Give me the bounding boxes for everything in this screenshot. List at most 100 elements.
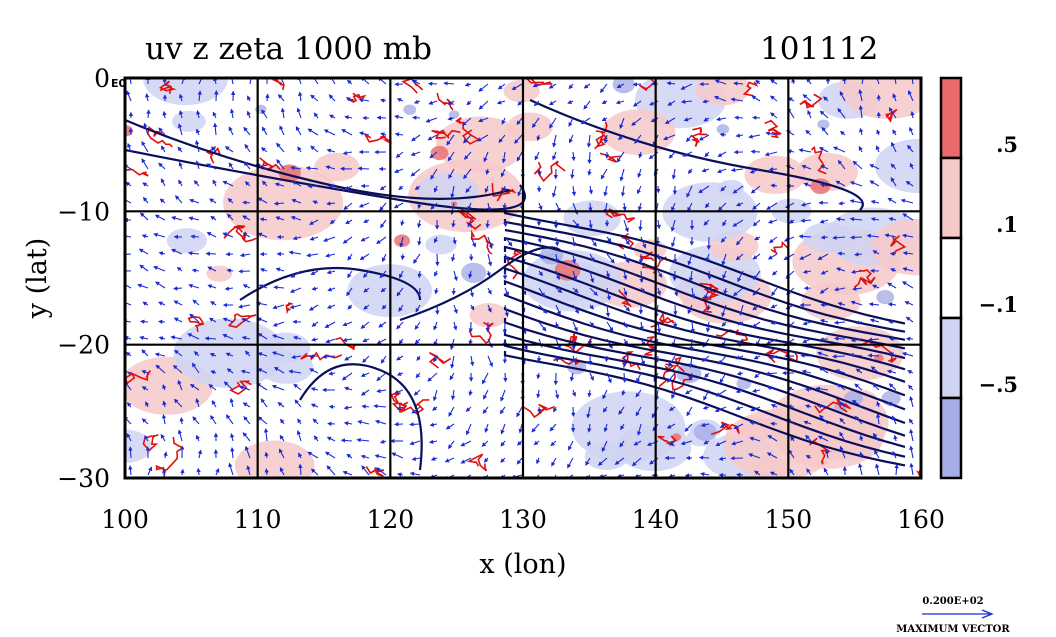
wind-vector — [664, 117, 676, 124]
wind-vector — [698, 455, 710, 460]
wind-vector — [162, 384, 167, 391]
wind-vector — [586, 134, 592, 148]
wind-vector — [498, 134, 506, 144]
wind-vector — [571, 236, 577, 247]
wind-vector — [244, 143, 251, 153]
vorticity-contour — [466, 453, 488, 472]
wind-vector — [854, 252, 863, 257]
wind-vector — [839, 401, 846, 408]
grid-lines — [125, 78, 921, 478]
wind-vector — [656, 321, 662, 334]
wind-vector — [533, 100, 540, 107]
wind-vector — [173, 398, 183, 408]
wind-vector — [329, 114, 336, 119]
wind-vector — [638, 219, 643, 232]
wind-vector — [623, 236, 630, 246]
wind-vector — [296, 107, 302, 119]
wind-vector — [876, 401, 881, 408]
wind-vector — [239, 385, 251, 391]
wind-vector — [357, 166, 370, 171]
wind-vector — [409, 422, 421, 427]
shade-region — [874, 139, 921, 193]
wind-vector — [210, 370, 217, 375]
wind-vector — [484, 185, 489, 194]
wind-vector — [715, 440, 727, 447]
wind-vector — [534, 151, 540, 161]
wind-vector — [631, 457, 642, 467]
wind-vector — [820, 235, 829, 240]
wind-vector — [749, 168, 761, 174]
vorticity-contour — [644, 336, 655, 356]
wind-vector — [171, 216, 183, 221]
vorticity-contour — [533, 160, 566, 183]
wind-vector — [888, 217, 897, 222]
wind-vector — [430, 456, 438, 461]
wind-vector — [587, 168, 592, 176]
wind-vector — [554, 389, 560, 400]
wind-vector — [907, 89, 914, 102]
wind-vector — [297, 78, 302, 85]
wind-vector — [310, 94, 319, 102]
wind-vector — [580, 117, 591, 125]
wind-vector — [145, 93, 150, 102]
wind-vector — [292, 335, 302, 341]
wind-vector — [851, 399, 863, 408]
wind-vector — [276, 159, 285, 170]
vector-legend-label: MAXIMUM VECTOR — [896, 624, 1010, 635]
wind-vector — [204, 336, 217, 341]
wind-vector — [554, 236, 560, 247]
wind-vector — [141, 158, 149, 170]
wind-vector — [309, 354, 319, 359]
wind-vector — [141, 386, 149, 391]
wind-vector — [256, 317, 268, 323]
wind-vector — [329, 219, 336, 225]
shade-region — [172, 110, 206, 132]
wind-vector — [310, 468, 319, 476]
wind-vector — [887, 302, 897, 307]
wind-vector — [307, 128, 319, 136]
shade-region — [314, 152, 360, 182]
wind-vector — [294, 399, 302, 408]
wind-vector — [466, 100, 472, 106]
wind-vector — [196, 467, 201, 476]
wind-vector — [485, 219, 490, 229]
shade-region — [744, 155, 806, 195]
wind-vector — [207, 284, 217, 289]
wind-vector — [242, 284, 251, 289]
wind-vector — [866, 233, 880, 239]
wind-vector — [752, 115, 761, 120]
wind-vector — [280, 418, 285, 425]
wind-vector — [323, 236, 336, 242]
wind-vector — [393, 389, 404, 394]
wind-vector — [417, 219, 422, 229]
wind-vector — [637, 168, 642, 178]
wind-vector — [379, 185, 387, 191]
wind-vector — [852, 160, 863, 170]
wind-vector — [765, 131, 778, 136]
wind-vector — [158, 336, 166, 341]
wind-vector — [569, 372, 575, 382]
wind-vector — [703, 440, 710, 445]
wind-vector — [341, 372, 353, 381]
wind-vector — [380, 287, 387, 293]
wind-vector — [688, 355, 694, 369]
vorticity-contour — [594, 121, 608, 150]
wind-vector — [875, 145, 880, 153]
wind-vector — [668, 406, 676, 411]
y-tick-label: 0 — [94, 64, 110, 93]
wind-vector — [531, 117, 540, 128]
wind-vector — [867, 353, 880, 358]
wind-vector — [637, 185, 642, 195]
wind-vector — [818, 367, 829, 374]
wind-vector — [278, 448, 285, 459]
wind-vector — [432, 389, 438, 402]
wind-vector — [222, 317, 234, 323]
wind-vector — [158, 162, 166, 170]
wind-vector — [909, 462, 914, 476]
wind-vector — [802, 338, 812, 344]
shade-region — [469, 303, 509, 328]
wind-vector — [212, 179, 217, 187]
wind-vector — [735, 133, 744, 138]
wind-vector — [464, 82, 472, 87]
wind-vector — [835, 267, 846, 272]
